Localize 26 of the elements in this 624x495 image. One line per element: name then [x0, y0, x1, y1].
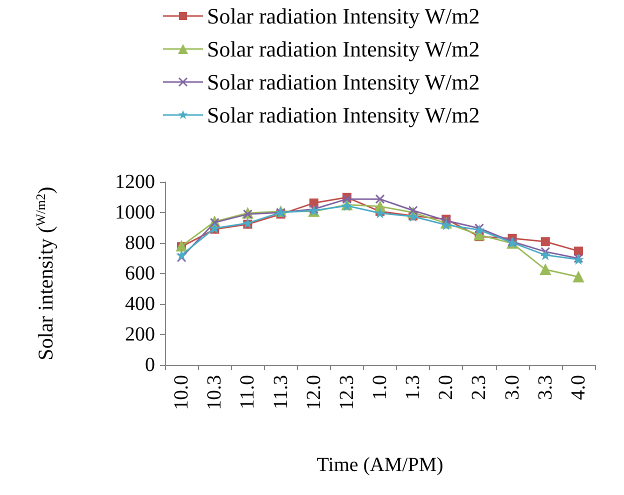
x-tick-label: 3.0 [501, 375, 524, 400]
x-tick-label: 11.3 [270, 375, 292, 410]
legend-label: Solar radiation Intensity W/m2 [207, 70, 480, 94]
y-tick-label: 800 [125, 232, 155, 254]
legend-label: Solar radiation Intensity W/m2 [207, 102, 480, 128]
y-tick-label: 1000 [115, 202, 155, 224]
x-tick-label: 3.3 [534, 375, 556, 400]
x-tick-label: 4.0 [567, 375, 590, 400]
y-tick-label: 400 [125, 293, 155, 315]
legend-label: Solar radiation Intensity W/m2 [207, 36, 480, 62]
legend-label: Solar radiation Intensity W/m2 [207, 4, 480, 28]
y-tick-label: 600 [125, 262, 155, 284]
x-tick-label: 1.0 [369, 375, 391, 400]
x-tick-label: 10.0 [170, 375, 193, 410]
y-tick-label: 200 [125, 324, 155, 346]
x-tick-label: 10.3 [204, 375, 226, 410]
y-axis-title: Solar intensity (W/m2) [33, 186, 58, 360]
x-tick-label: 1.3 [402, 375, 424, 400]
y-tick-label: 1200 [115, 171, 155, 193]
x-axis-title: Time (AM/PM) [316, 454, 444, 476]
x-tick-label: 2.0 [435, 375, 458, 400]
y-tick-label: 0 [145, 354, 155, 376]
x-tick-label: 11.0 [236, 375, 259, 410]
x-tick-label: 12.3 [336, 375, 358, 410]
x-tick-label: 12.0 [302, 375, 325, 410]
x-tick-label: 2.3 [468, 375, 490, 400]
